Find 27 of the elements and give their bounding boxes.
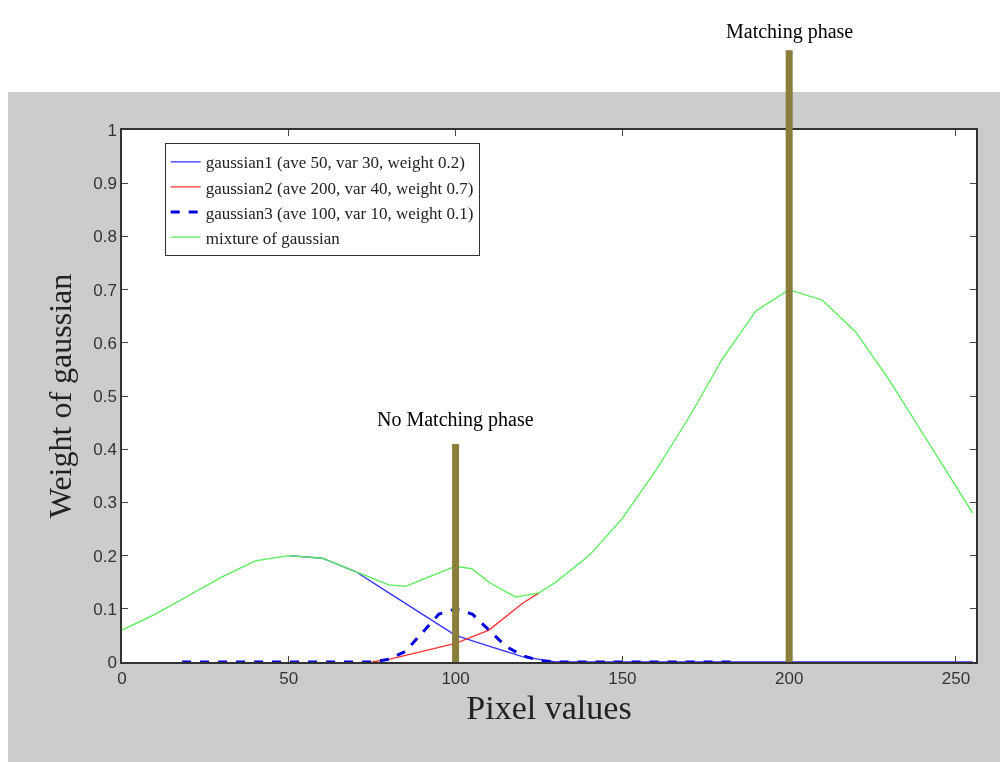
x-tick-label: 200: [775, 669, 804, 689]
ref-line-label: Matching phase: [726, 20, 854, 43]
ref-line-label: No Matching phase: [377, 408, 534, 431]
line-series: [371, 592, 540, 662]
y-tick-label: 0.3: [93, 493, 117, 513]
y-tick-label: 0.2: [93, 546, 117, 566]
legend-label: gaussian3 (ave 100, var 10, weight 0.1): [205, 203, 474, 223]
y-tick-label: 0.9: [93, 174, 117, 194]
legend-label: gaussian1 (ave 50, var 30, weight 0.2): [205, 153, 465, 173]
x-tick-label: 250: [941, 669, 971, 689]
legend-label: mixture of gaussian: [205, 228, 341, 248]
y-tick-label: 0.7: [93, 280, 117, 300]
legend-label: gaussian2 (ave 200, var 40, weight 0.7): [205, 178, 474, 198]
x-tick-label: 100: [441, 669, 470, 689]
x-tick-label: 150: [608, 669, 637, 689]
x-tick-label: 50: [279, 669, 299, 689]
y-axis-title: Weight of gaussian: [42, 273, 79, 519]
y-tick-label: 1: [107, 120, 117, 140]
line-series: [122, 288, 974, 631]
y-tick-label: 0: [107, 652, 117, 672]
y-tick-label: 0.8: [93, 227, 117, 247]
y-tick-label: 0.5: [93, 386, 117, 406]
y-tick-label: 0.1: [93, 599, 117, 619]
y-tick-label: 0.4: [93, 440, 117, 460]
x-axis-title: Pixel values: [466, 688, 632, 726]
line-series: [180, 607, 734, 662]
y-tick-label: 0.6: [93, 333, 117, 353]
